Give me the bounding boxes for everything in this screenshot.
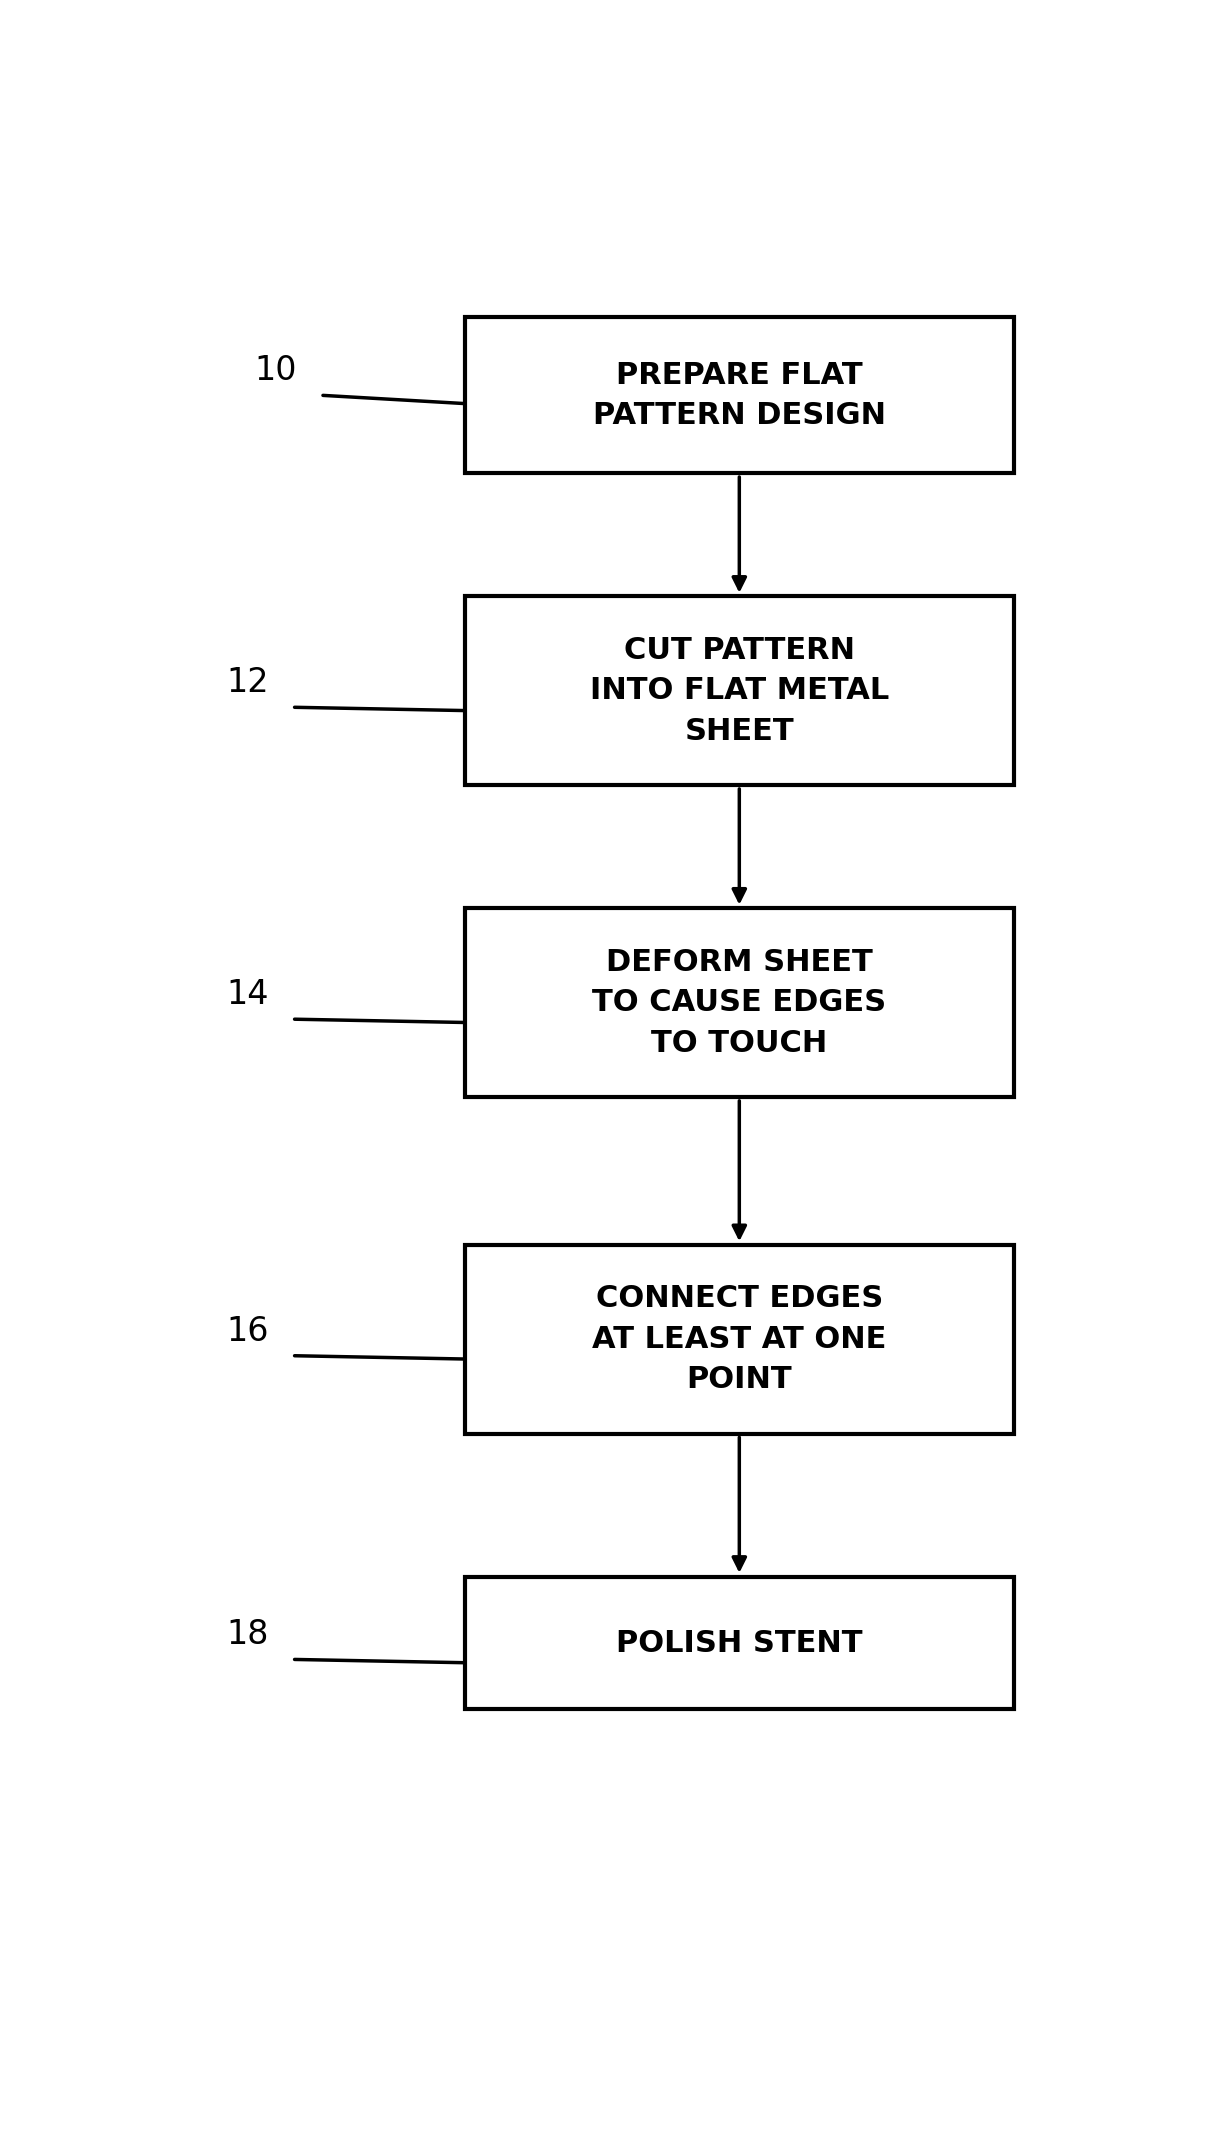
Text: 14: 14 bbox=[226, 979, 269, 1011]
Text: CUT PATTERN
INTO FLAT METAL
SHEET: CUT PATTERN INTO FLAT METAL SHEET bbox=[590, 635, 889, 746]
Text: 12: 12 bbox=[226, 665, 269, 699]
Text: 10: 10 bbox=[254, 354, 297, 388]
Text: CONNECT EDGES
AT LEAST AT ONE
POINT: CONNECT EDGES AT LEAST AT ONE POINT bbox=[592, 1283, 886, 1394]
Bar bbox=[465, 1578, 1013, 1708]
Text: 18: 18 bbox=[226, 1618, 269, 1652]
Text: PREPARE FLAT
PATTERN DESIGN: PREPARE FLAT PATTERN DESIGN bbox=[593, 360, 885, 431]
Text: 16: 16 bbox=[226, 1315, 269, 1347]
Text: DEFORM SHEET
TO CAUSE EDGES
TO TOUCH: DEFORM SHEET TO CAUSE EDGES TO TOUCH bbox=[592, 949, 886, 1057]
Bar bbox=[465, 597, 1013, 785]
Text: POLISH STENT: POLISH STENT bbox=[617, 1629, 862, 1657]
Bar bbox=[465, 1245, 1013, 1433]
Bar bbox=[465, 908, 1013, 1098]
Bar bbox=[465, 318, 1013, 473]
